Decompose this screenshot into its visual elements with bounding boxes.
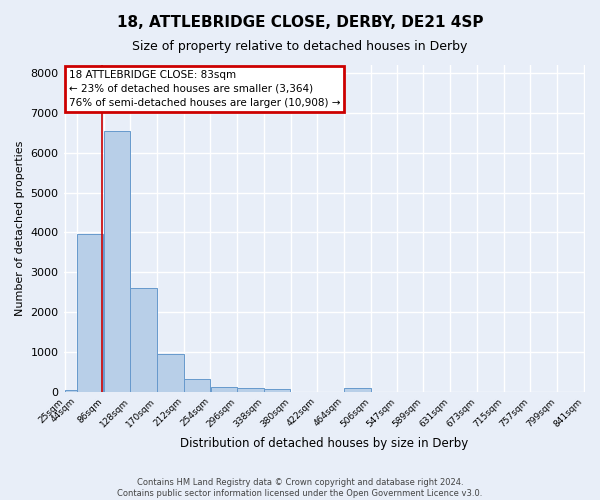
Y-axis label: Number of detached properties: Number of detached properties xyxy=(15,140,25,316)
Bar xyxy=(104,130,130,392)
Bar xyxy=(344,388,371,392)
Text: 18 ATTLEBRIDGE CLOSE: 83sqm
← 23% of detached houses are smaller (3,364)
76% of : 18 ATTLEBRIDGE CLOSE: 83sqm ← 23% of det… xyxy=(69,70,340,108)
Bar xyxy=(238,388,263,392)
Bar xyxy=(264,390,290,392)
Bar xyxy=(184,379,210,392)
Text: Size of property relative to detached houses in Derby: Size of property relative to detached ho… xyxy=(133,40,467,53)
Bar xyxy=(211,387,237,392)
Bar xyxy=(130,288,157,392)
Text: Contains HM Land Registry data © Crown copyright and database right 2024.
Contai: Contains HM Land Registry data © Crown c… xyxy=(118,478,482,498)
Text: 18, ATTLEBRIDGE CLOSE, DERBY, DE21 4SP: 18, ATTLEBRIDGE CLOSE, DERBY, DE21 4SP xyxy=(117,15,483,30)
Bar xyxy=(157,354,184,392)
Bar xyxy=(77,234,103,392)
Bar xyxy=(65,390,77,392)
X-axis label: Distribution of detached houses by size in Derby: Distribution of detached houses by size … xyxy=(180,437,469,450)
